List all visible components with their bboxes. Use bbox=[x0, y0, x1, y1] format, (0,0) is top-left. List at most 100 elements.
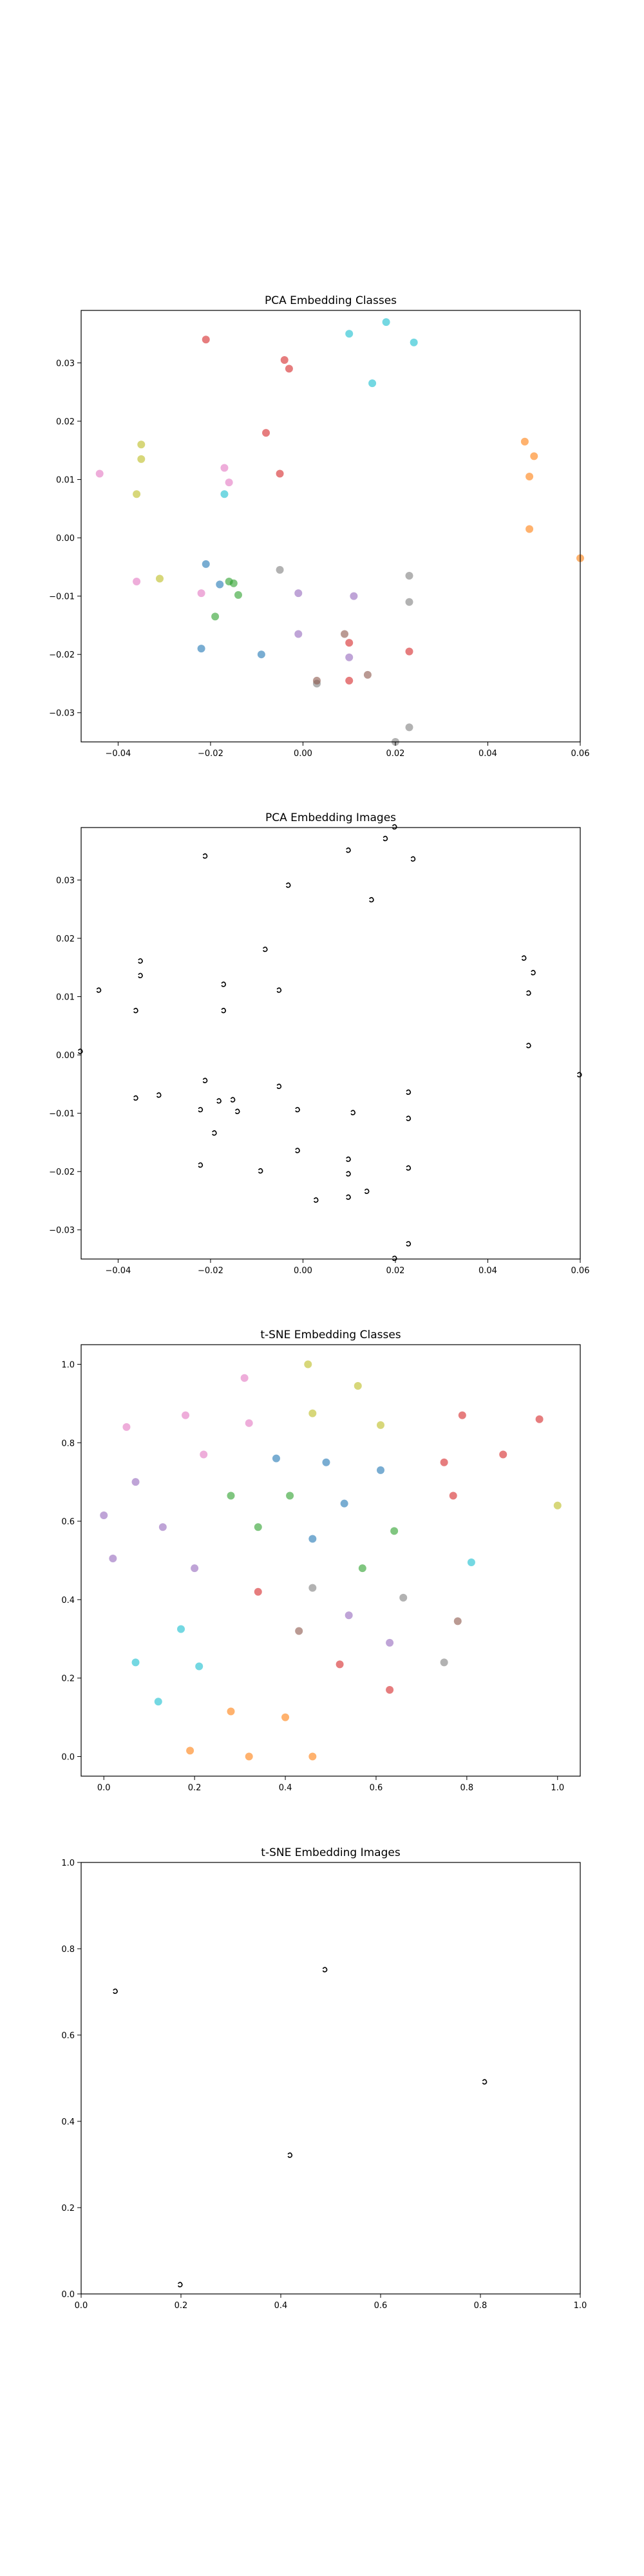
chart-panel-3: t-SNE Embedding Classes 0.0 0.2 0.4 0.6 0.8 1.… bbox=[61, 1329, 581, 1793]
scatter-point bbox=[341, 630, 349, 638]
scatter-point bbox=[95, 469, 104, 478]
image-thumbnail-point bbox=[287, 2152, 293, 2158]
x-tick-label: 0.6 bbox=[374, 2301, 388, 2311]
x-tick-label: 0.02 bbox=[386, 1266, 404, 1276]
scatter-point bbox=[440, 1458, 448, 1466]
image-thumbnail-point bbox=[96, 987, 102, 993]
scatter-point bbox=[227, 1707, 235, 1716]
scatter-point bbox=[308, 1535, 317, 1543]
scatter-point bbox=[308, 1752, 317, 1761]
image-thumbnail-point bbox=[383, 835, 388, 842]
x-tick-label: −0.02 bbox=[198, 749, 223, 759]
scatter-point bbox=[220, 490, 229, 498]
scatter-point bbox=[345, 1611, 353, 1620]
image-thumbnail-point bbox=[322, 1967, 328, 1973]
y-tick-label: 0.4 bbox=[61, 2117, 75, 2127]
x-tick-label: 0.06 bbox=[571, 1266, 590, 1276]
scatter-point bbox=[390, 1527, 399, 1535]
scatter-point bbox=[405, 723, 413, 732]
x-tick-label: 0.4 bbox=[279, 1783, 292, 1793]
data-points bbox=[95, 318, 584, 746]
y-tick-label: 0.00 bbox=[56, 1051, 75, 1061]
chart-title: t-SNE Embedding Classes bbox=[260, 1329, 401, 1341]
x-tick-label: −0.04 bbox=[105, 749, 131, 759]
y-tick-label: −0.03 bbox=[49, 1226, 75, 1236]
scatter-point bbox=[410, 338, 418, 346]
chart-title: PCA Embedding Images bbox=[265, 811, 396, 824]
scatter-point bbox=[281, 1713, 290, 1721]
image-thumbnail-point bbox=[138, 972, 143, 979]
image-thumbnail-point bbox=[78, 1048, 83, 1054]
image-thumbnail-point bbox=[346, 1171, 351, 1177]
image-thumbnail-point bbox=[346, 1194, 351, 1200]
scatter-point bbox=[345, 653, 354, 661]
y-tick-label: 0.8 bbox=[61, 1945, 75, 1955]
image-thumbnail-point bbox=[295, 1106, 300, 1113]
scatter-point bbox=[276, 469, 284, 478]
scatter-point bbox=[405, 571, 413, 580]
y-tick-label: 0.01 bbox=[56, 993, 75, 1003]
data-points bbox=[113, 1967, 488, 2287]
image-thumbnail-point bbox=[406, 1115, 412, 1121]
scatter-point bbox=[458, 1411, 466, 1419]
image-thumbnail-point bbox=[406, 1165, 412, 1171]
chart-title: t-SNE Embedding Images bbox=[261, 1846, 401, 1859]
scatter-point bbox=[254, 1523, 262, 1531]
scatter-point bbox=[405, 598, 413, 606]
image-thumbnail-point bbox=[482, 2079, 488, 2085]
chart-title: PCA Embedding Classes bbox=[265, 294, 397, 307]
chart-panel-4: t-SNE Embedding Images 0.0 0.2 0.4 0.6 0.8 1.0… bbox=[61, 1846, 587, 2311]
scatter-point bbox=[499, 1450, 507, 1459]
scatter-point bbox=[220, 464, 229, 472]
scatter-point bbox=[202, 336, 210, 344]
scatter-point bbox=[225, 478, 233, 487]
image-thumbnail-point bbox=[392, 1255, 397, 1262]
image-thumbnail-point bbox=[346, 847, 351, 853]
scatter-point bbox=[133, 578, 141, 586]
scatter-point bbox=[122, 1423, 131, 1431]
scatter-point bbox=[131, 1658, 140, 1667]
scatter-point bbox=[526, 525, 534, 533]
image-thumbnail-point bbox=[202, 1077, 208, 1083]
scatter-point bbox=[312, 676, 321, 685]
x-tick-label: 0.0 bbox=[75, 2301, 88, 2311]
scatter-point bbox=[280, 355, 289, 364]
scatter-point bbox=[295, 1627, 303, 1635]
scatter-point bbox=[535, 1415, 544, 1423]
scatter-point bbox=[240, 1374, 249, 1382]
y-tick-label: 0.03 bbox=[56, 359, 75, 368]
image-thumbnail-point bbox=[178, 2282, 183, 2287]
image-thumbnail-point bbox=[365, 1188, 370, 1195]
image-thumbnail-point bbox=[406, 1241, 412, 1247]
image-thumbnail-point bbox=[369, 896, 374, 903]
chart-panel-1: PCA Embedding Classes −0.04 −0.02 0.00 0.02 0… bbox=[49, 294, 589, 759]
plot-frame bbox=[80, 1862, 581, 2295]
scatter-point bbox=[186, 1747, 194, 1755]
scatter-point bbox=[453, 1617, 462, 1625]
image-thumbnail-point bbox=[235, 1108, 240, 1114]
x-tick-label: 0.04 bbox=[478, 749, 497, 759]
scatter-point bbox=[399, 1593, 408, 1602]
scatter-point bbox=[345, 330, 354, 338]
x-tick-label: 1.0 bbox=[574, 2301, 587, 2311]
scatter-point bbox=[272, 1454, 280, 1463]
scatter-point bbox=[386, 1638, 394, 1647]
scatter-point bbox=[182, 1411, 190, 1419]
y-tick-label: 0.0 bbox=[61, 1753, 75, 1763]
image-thumbnail-point bbox=[212, 1130, 217, 1136]
scatter-point bbox=[195, 1662, 204, 1671]
x-tick-label: 0.8 bbox=[460, 1783, 474, 1793]
image-thumbnail-point bbox=[276, 987, 282, 993]
plot-frame bbox=[80, 310, 581, 743]
scatter-point bbox=[368, 379, 377, 388]
y-tick-label: 0.4 bbox=[61, 1596, 75, 1605]
scatter-point bbox=[467, 1558, 475, 1567]
scatter-point bbox=[530, 452, 538, 460]
y-tick-label: 0.01 bbox=[56, 476, 75, 486]
scatter-point bbox=[155, 574, 164, 583]
scatter-point bbox=[286, 1492, 294, 1500]
scatter-point bbox=[177, 1625, 185, 1633]
scatter-point bbox=[449, 1492, 457, 1500]
image-thumbnail-point bbox=[406, 1089, 412, 1095]
scatter-point bbox=[553, 1501, 562, 1510]
